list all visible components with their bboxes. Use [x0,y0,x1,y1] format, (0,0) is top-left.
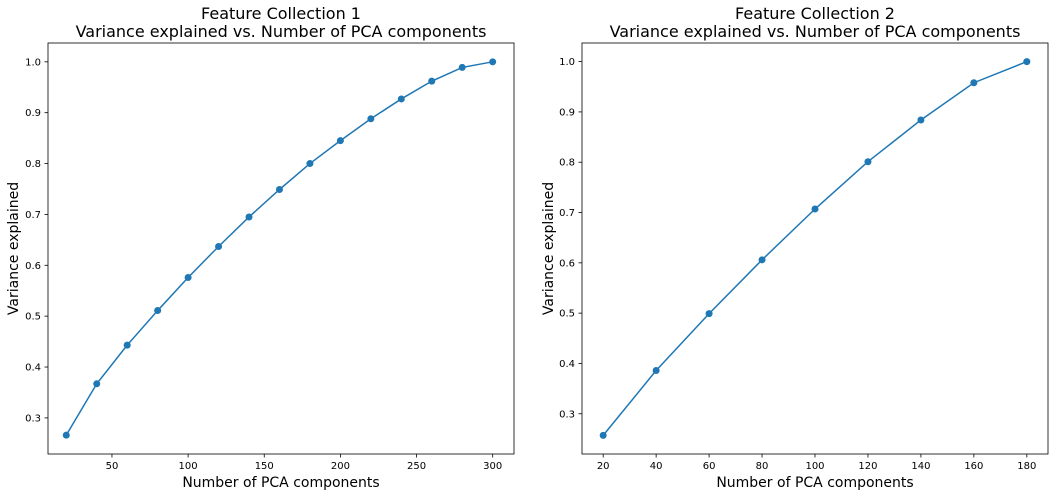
chart-2-data-point [705,310,713,318]
chart-2-data-point [599,431,607,439]
chart-1-x-axis: 50 100 150 200 250 300 [106,454,502,472]
chart-1-data-point [489,58,497,66]
chart-2-y-tick-label: 0.9 [559,107,575,118]
chart-1-y-tick-label: 0.9 [25,108,41,119]
chart-2-y-tick-label: 0.7 [559,208,575,219]
chart-2-x-tick-label: 40 [650,461,663,472]
chart-1-y-axis-label: Variance explained [6,182,22,315]
chart-1-y-tick-label: 0.4 [25,363,41,374]
chart-1-data-point [93,380,101,388]
chart-1-series [62,58,497,439]
chart-1-title: Feature Collection 1 [201,4,361,23]
chart-2-x-tick-label: 80 [756,461,769,472]
chart-2-y-tick-label: 0.6 [559,258,575,269]
chart-2-x-tick-label: 180 [1017,461,1036,472]
chart-2-data-point [917,116,925,124]
chart-2-data-point [864,158,872,166]
chart-1-data-point [397,95,405,103]
chart-1-y-tick-label: 0.5 [25,312,41,323]
chart-2-series [599,58,1031,439]
chart-1-data-point [154,307,162,315]
chart-1-subtitle: Variance explained vs. Number of PCA com… [76,22,487,41]
chart-2-x-tick-label: 120 [858,461,877,472]
chart-2-plot-area [581,42,1049,455]
chart-2-x-tick-label: 160 [964,461,983,472]
chart-1-data-point [123,341,131,349]
chart-2-y-tick-label: 0.5 [559,309,575,320]
chart-2-y-axis: 0.3 0.4 0.5 0.6 0.7 0.8 0.9 1.0 [559,57,582,420]
chart-1-y-axis: 0.3 0.4 0.5 0.6 0.7 0.8 0.9 1.0 [25,57,48,424]
chart-2-series-line [602,60,1028,436]
chart-1-y-tick-label: 0.7 [25,210,41,221]
chart-1-data-point [275,185,283,193]
chart-2-x-axis-label: Number of PCA components [716,475,913,491]
chart-2-data-point [811,205,819,213]
chart-2-y-tick-label: 0.8 [559,158,575,169]
chart-1-data-point [245,213,253,221]
chart-1-data-point [336,137,344,145]
chart-2-x-tick-label: 100 [805,461,824,472]
chart-2-y-tick-label: 0.4 [559,359,575,370]
chart-1-x-tick-label: 50 [106,461,119,472]
chart-1-data-point [62,431,70,439]
chart-2-y-tick-label: 0.3 [559,409,575,420]
chart-1-x-tick-label: 150 [255,461,274,472]
chart-2-title: Feature Collection 2 [735,4,895,23]
chart-feature-collection-1: Feature Collection 1 Variance explained … [6,4,515,491]
chart-1-x-axis-label: Number of PCA components [182,475,379,491]
chart-2-subtitle: Variance explained vs. Number of PCA com… [610,22,1021,41]
chart-2-x-tick-label: 20 [597,461,610,472]
chart-1-y-tick-label: 0.8 [25,159,41,170]
chart-1-x-tick-label: 100 [179,461,198,472]
chart-1-y-tick-label: 1.0 [25,57,41,68]
chart-2-x-axis: 20 40 60 80 100 120 140 160 180 [597,454,1036,472]
chart-1-x-tick-label: 200 [331,461,350,472]
chart-1-y-tick-label: 0.6 [25,261,41,272]
chart-2-data-point [758,256,766,264]
chart-1-data-point [306,160,314,168]
chart-1-data-point [215,242,223,250]
chart-2-x-tick-label: 140 [911,461,930,472]
chart-2-data-point [1023,58,1031,66]
chart-1-y-tick-label: 0.3 [25,413,41,424]
chart-1-data-point [428,77,436,85]
chart-1-series-line [65,61,493,436]
chart-1-plot-area [47,42,515,455]
chart-2-data-point [652,366,660,374]
chart-1-data-point [458,63,466,71]
chart-2-y-axis-label: Variance explained [541,182,557,315]
chart-1-data-point [367,115,375,123]
chart-1-x-tick-label: 250 [407,461,426,472]
chart-2-x-tick-label: 60 [703,461,716,472]
chart-1-data-point [184,273,192,281]
chart-1-x-tick-label: 300 [483,461,502,472]
chart-feature-collection-2: Feature Collection 2 Variance explained … [541,4,1049,491]
chart-2-data-point [970,79,978,87]
chart-2-y-tick-label: 1.0 [559,57,575,68]
